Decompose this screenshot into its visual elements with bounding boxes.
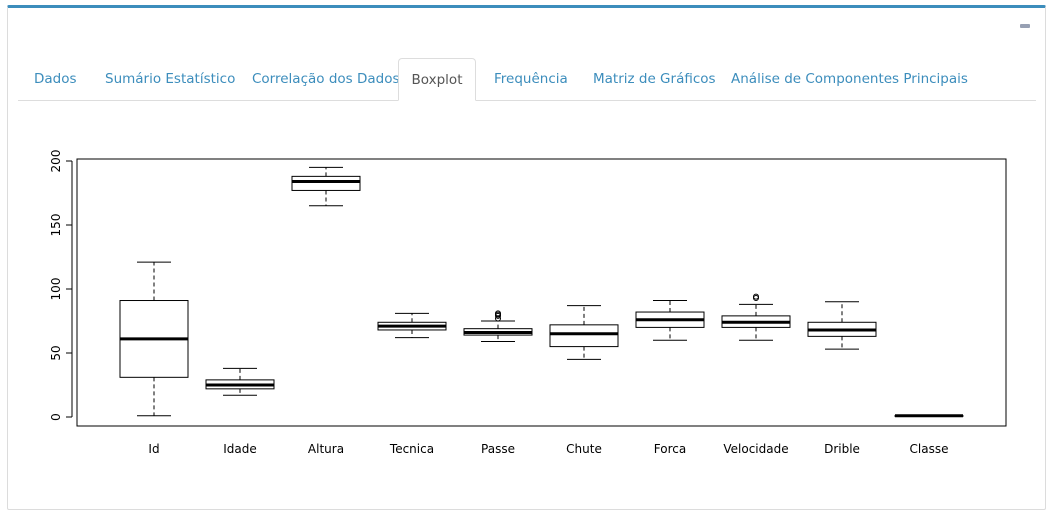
x-tick-label: Altura (308, 442, 344, 456)
x-tick-label: Chute (566, 442, 602, 456)
x-tick-label: Idade (223, 442, 257, 456)
outlier-point (753, 293, 759, 300)
x-tick-label: Passe (481, 442, 515, 456)
box-chute (549, 324, 619, 348)
x-tick-label: Tecnica (389, 442, 434, 456)
plot-frame (76, 158, 1007, 427)
tab-analise-componentes[interactable]: Análise de Componentes Principais (731, 71, 968, 87)
y-tick-label: 50 (49, 345, 63, 360)
y-tick-label: 150 (49, 214, 63, 237)
minus-icon[interactable] (1020, 24, 1030, 28)
x-tick-label: Drible (824, 442, 860, 456)
tab-correlacao[interactable]: Correlação dos Dados (252, 71, 400, 87)
outlier-point (495, 310, 501, 317)
tab-boxplot[interactable]: Boxplot (398, 58, 476, 101)
x-tick-label: Id (148, 442, 159, 456)
y-tick-label: 200 (49, 150, 63, 173)
y-tick-label: 100 (49, 278, 63, 301)
tab-matriz-graficos[interactable]: Matriz de Gráficos (593, 71, 716, 87)
x-tick-label: Classe (910, 442, 949, 456)
tab-sumario-estatistico[interactable]: Sumário Estatístico (105, 71, 236, 87)
tab-dados[interactable]: Dados (34, 71, 77, 87)
y-tick-label: 0 (49, 413, 63, 421)
box-altura (291, 175, 361, 191)
x-tick-label: Forca (654, 442, 686, 456)
x-tick-label: Velocidade (723, 442, 788, 456)
tab-frequencia[interactable]: Frequência (494, 71, 568, 87)
tab-bar: Dados Sumário Estatístico Correlação dos… (18, 58, 1036, 101)
